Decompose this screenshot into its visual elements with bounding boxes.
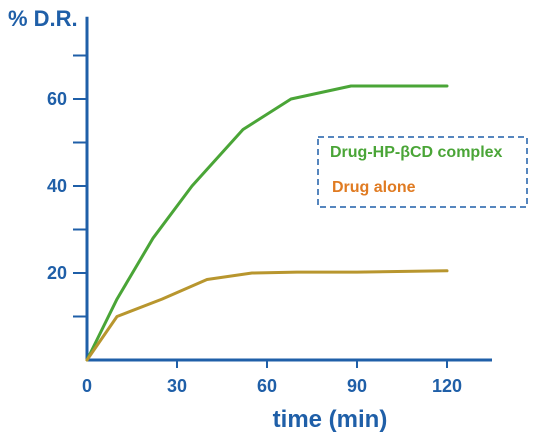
x-tick-label: 60: [257, 376, 277, 396]
x-tick-label: 90: [347, 376, 367, 396]
y-axis-title: % D.R.: [8, 6, 78, 31]
legend-label-complex: Drug-HP-βCD complex: [330, 144, 503, 161]
y-tick-label: 20: [47, 263, 67, 283]
y-tick-label: 60: [47, 89, 67, 109]
x-axis-title: time (min): [273, 406, 388, 433]
x-tick-label: 120: [432, 376, 462, 396]
series-line-complex: [85, 84, 449, 362]
ticks: [73, 54, 448, 368]
legend-label-drug-alone: Drug alone: [332, 179, 416, 196]
x-tick-label: 0: [82, 376, 92, 396]
series-line-drug-alone: [85, 269, 449, 362]
tick-labels: 20 40 60 0 30 60 90 120: [47, 89, 462, 396]
legend: Drug-HP-βCD complex Drug alone: [317, 136, 528, 208]
axes: [85, 16, 492, 362]
x-tick-label: 30: [167, 376, 187, 396]
series-lines: [85, 84, 449, 362]
y-tick-label: 40: [47, 176, 67, 196]
legend-box: [317, 136, 528, 208]
